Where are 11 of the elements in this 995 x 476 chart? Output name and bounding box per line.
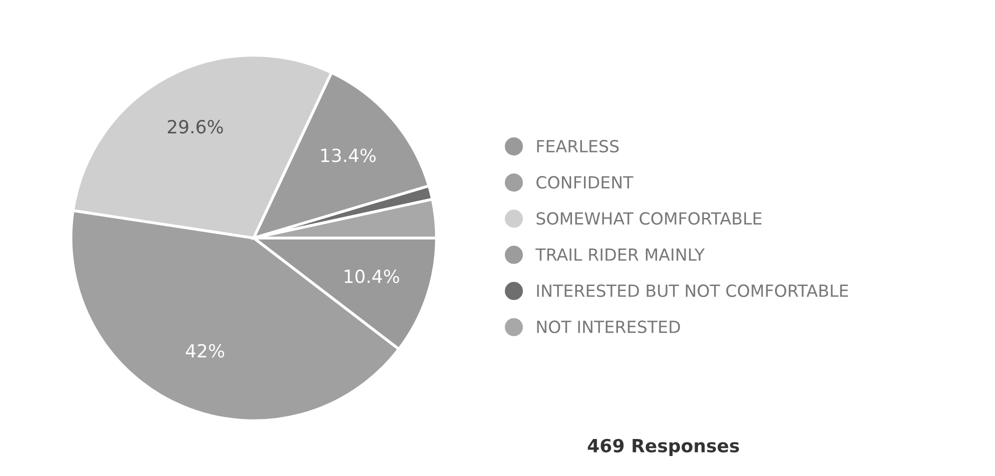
text: 469 Responses (588, 438, 739, 456)
legend-label: SOMEWHAT COMFORTABLE (536, 212, 762, 225)
data-label: 13.4% (321, 148, 376, 162)
legend-label: INTERESTED BUT NOT COMFORTABLE (537, 284, 848, 298)
data-label: 29.6% (168, 120, 223, 134)
legend-label: TRAIL RIDER MAINLY (535, 248, 705, 261)
legend-label: CONFIDENT (536, 176, 634, 189)
legend-label: NOT INTERESTED (537, 320, 680, 334)
data-label: 10.4% (344, 269, 400, 284)
legend-label: FEARLESS (537, 140, 619, 153)
data-label: 42% (186, 344, 224, 358)
